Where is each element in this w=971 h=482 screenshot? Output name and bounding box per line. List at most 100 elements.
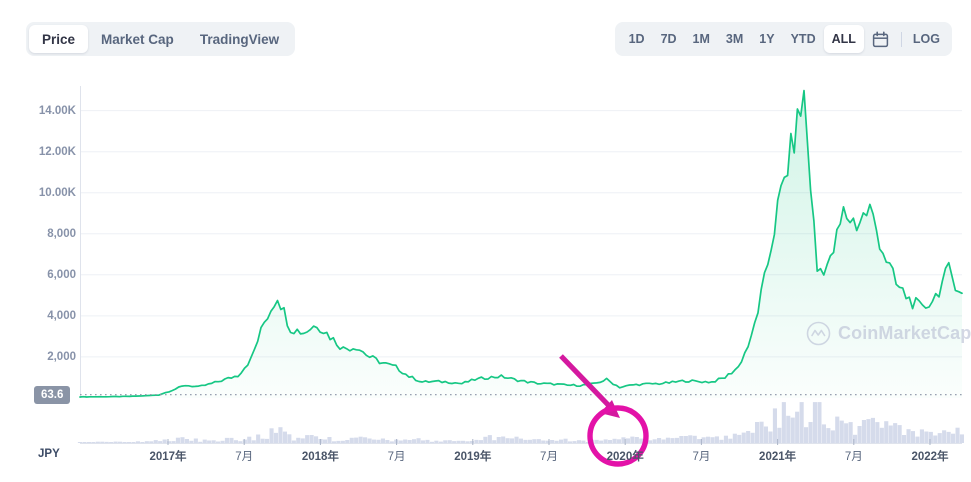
tab-tradingview[interactable]: TradingView [187, 25, 292, 53]
volume-bar [443, 440, 448, 443]
volume-bar [474, 439, 479, 443]
volume-bar [118, 441, 123, 443]
volume-bar [452, 441, 457, 443]
volume-bar [532, 439, 537, 443]
volume-bar [273, 432, 278, 443]
volume-bar [808, 422, 813, 443]
volume-bar [447, 440, 452, 443]
volume-bar [639, 438, 644, 443]
volume-bar [198, 441, 203, 443]
y-axis-tick-label: 6,000 [47, 268, 76, 281]
volume-bar [777, 427, 782, 443]
volume-bar [848, 422, 853, 443]
highlight-circle [587, 405, 649, 467]
y-axis-tick-label: 4,000 [47, 309, 76, 322]
volume-bar [937, 433, 942, 443]
volume-bar [612, 438, 617, 443]
range-7d[interactable]: 7D [653, 25, 685, 53]
volume-bar [224, 437, 229, 443]
volume-bar [563, 438, 568, 443]
volume-bar [363, 437, 368, 443]
volume-bar [772, 408, 777, 443]
volume-bar [893, 423, 898, 443]
chart-type-tabs[interactable]: Price Market Cap TradingView [26, 22, 296, 56]
volume-bar [706, 436, 711, 443]
y-axis-labels: 14.00K 12.00K 10.00K 8,000 6,000 4,000 2,000 [6, 68, 76, 482]
volume-bar [679, 436, 684, 443]
volume-bar [599, 440, 604, 443]
volume-bar [879, 427, 884, 443]
currency-label: JPY [38, 448, 60, 460]
volume-bar [487, 435, 492, 443]
y-axis-tick-label: 8,000 [47, 227, 76, 240]
volume-bar [229, 437, 234, 443]
range-1m[interactable]: 1M [685, 25, 718, 53]
calendar-button[interactable] [866, 25, 896, 53]
log-scale-button[interactable]: LOG [909, 25, 944, 53]
volume-bar [924, 431, 929, 443]
volume-bar [670, 438, 675, 443]
y-axis-tick-label: 10.00K [38, 186, 76, 199]
volume-bar [884, 421, 889, 443]
volume-bar [247, 436, 252, 443]
range-3m[interactable]: 3M [718, 25, 751, 53]
volume-bar [817, 402, 822, 444]
volume-bar [207, 440, 212, 443]
tab-market-cap[interactable]: Market Cap [88, 25, 187, 53]
volume-bar [291, 440, 296, 443]
x-axis-ticks [167, 439, 931, 445]
volume-bar [492, 440, 497, 443]
volume-bar [144, 441, 149, 443]
volume-bar [955, 427, 960, 443]
range-all[interactable]: ALL [823, 25, 864, 53]
volume-bar [407, 440, 412, 443]
volume-bar [175, 437, 180, 443]
volume-bar [265, 438, 270, 443]
volume-bar [790, 417, 795, 443]
volume-bar [763, 426, 768, 443]
volume-bar [171, 441, 176, 443]
volume-bar [287, 434, 292, 443]
volume-bar [398, 440, 403, 443]
volume-bar [701, 437, 706, 443]
volume-bar [158, 441, 163, 443]
x-axis-tick-label: 2019年 [454, 451, 492, 463]
range-label: YTD [790, 32, 816, 46]
current-price-badge: 63.6 [34, 385, 71, 404]
volume-bar [657, 438, 662, 443]
volume-bar [826, 428, 831, 443]
time-range-selector[interactable]: 1D 7D 1M 3M 1Y YTD ALL LOG [614, 22, 952, 56]
volume-bar [456, 440, 461, 443]
range-1y[interactable]: 1Y [751, 25, 782, 53]
volume-bars [77, 402, 964, 444]
tab-price[interactable]: Price [29, 25, 89, 53]
volume-bar [518, 438, 523, 443]
x-axis-tick-label: 2017年 [149, 451, 187, 463]
chart-canvas[interactable]: 14.00K 12.00K 10.00K 8,000 6,000 4,000 2,000 6… [0, 68, 971, 482]
volume-bar [109, 442, 114, 443]
price-area-fill [80, 90, 962, 398]
volume-bar [933, 435, 938, 443]
volume-bar [567, 441, 572, 443]
range-label: 7D [660, 32, 677, 46]
volume-bar [875, 422, 880, 443]
volume-bar [216, 441, 221, 443]
volume-bar [897, 425, 902, 443]
range-ytd[interactable]: YTD [783, 25, 824, 53]
volume-bar [438, 441, 443, 443]
volume-bar [434, 440, 439, 443]
volume-bar [946, 431, 951, 443]
tab-label: TradingView [199, 31, 280, 47]
volume-bar [403, 439, 408, 443]
volume-bar [189, 440, 194, 443]
x-axis-tick-label: 7月 [692, 451, 711, 463]
volume-bar [135, 441, 140, 443]
volume-bar [621, 437, 626, 443]
range-1d[interactable]: 1D [621, 25, 653, 53]
x-axis-tick-label: 7月 [844, 451, 863, 463]
volume-bar [799, 402, 804, 444]
volume-bar [861, 420, 866, 443]
volume-bar [786, 415, 791, 443]
volume-bar [594, 439, 599, 443]
